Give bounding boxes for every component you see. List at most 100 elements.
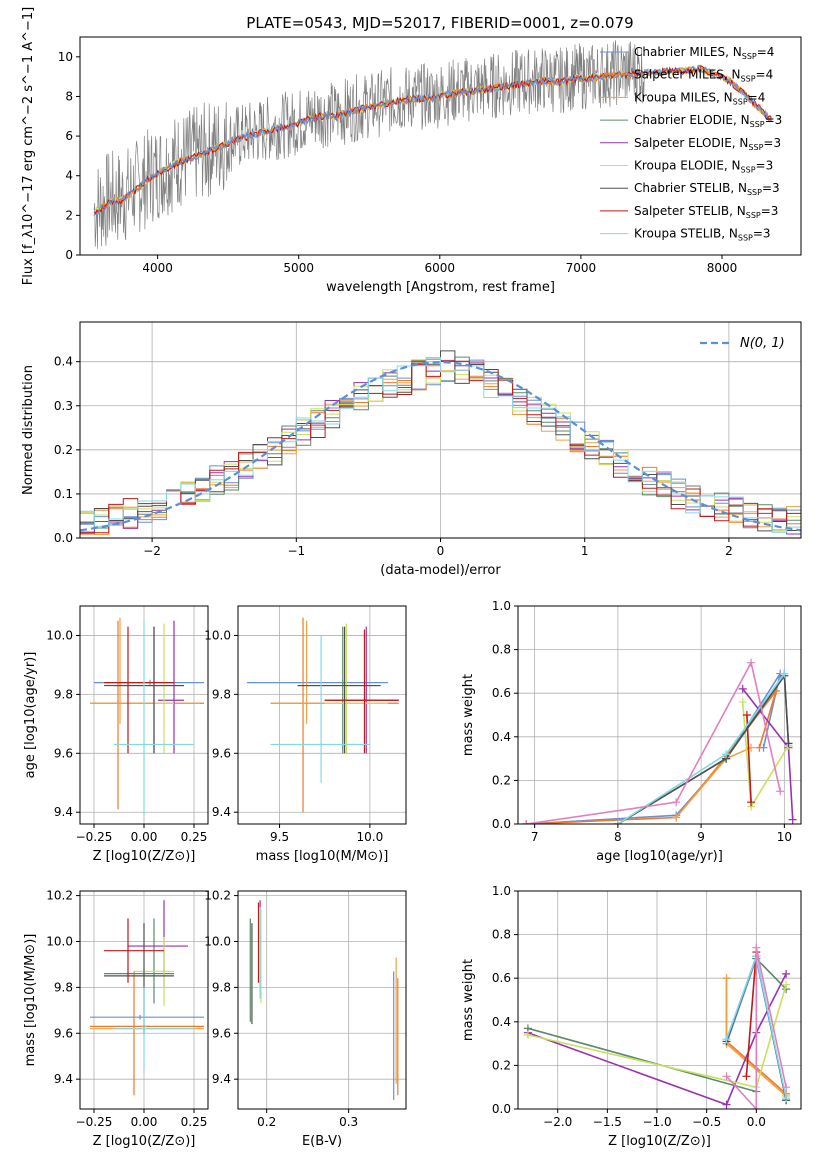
chart-residuals: −2 −1 0 1 2 0.0 0.1 0.2 0.3 0.4 (data-model)/error… [21, 321, 802, 578]
y-tick-label: 9.8 [54, 980, 73, 994]
y-axis-label: mass weight [461, 959, 476, 1041]
y-axis-label: Normed distribution [21, 365, 36, 495]
axes-frame [79, 321, 802, 539]
mass-weight-series-line [527, 973, 787, 1106]
legend-suffix: =3 [756, 159, 774, 173]
y-tick-label: 9.6 [54, 1026, 73, 1040]
legend-suffix: =4 [757, 45, 775, 59]
x-tick-label: −1.0 [642, 1115, 671, 1129]
y-axis-label: Flux [f_λ10^−17 erg cm^−2 s^−1 A^−1] [21, 7, 36, 285]
x-tick-label: 0 [437, 544, 445, 558]
y-tick-label: 0.2 [54, 443, 73, 457]
y-tick-label: 9.8 [212, 687, 231, 701]
legend-subscript: SSP [742, 52, 757, 61]
legend-suffix: =4 [748, 90, 766, 104]
y-tick-label: 9.4 [54, 1072, 73, 1086]
y-tick-label: 0.0 [54, 531, 73, 545]
mass-weight-point-marker [788, 815, 797, 824]
legend-suffix: =3 [763, 136, 781, 150]
y-tick-label: 10.2 [204, 889, 231, 903]
x-tick-label: −0.5 [692, 1115, 721, 1129]
y-tick-label: 9.6 [212, 1026, 231, 1040]
chart-spectrum: 4000 5000 6000 7000 8000 0 2 4 6 8 10 wavelength [A… [21, 7, 802, 295]
y-tick-label: 9.6 [54, 746, 73, 760]
mass-weight-point-marker [782, 980, 791, 989]
legend-label: Salpeter STELIB, NSSP=3 [634, 204, 778, 220]
x-axis-label: Z [log10(Z/Z⊙)] [608, 1134, 711, 1149]
x-axis-label: Z [log10(Z/Z⊙)] [93, 1134, 196, 1149]
y-tick-label: 9.8 [54, 687, 73, 701]
y-axis-label: mass [log10(M/M⊙)] [23, 934, 38, 1067]
x-tick-label: 0.00 [131, 830, 158, 844]
axes-frame [79, 890, 209, 1110]
mass-weight-point-marker [784, 739, 793, 748]
normal-curve [80, 360, 801, 532]
y-tick-label: 8 [65, 89, 73, 103]
y-tick-label: 0.8 [492, 928, 511, 942]
x-axis-label: mass [log10(M/M⊙)] [256, 849, 389, 864]
mass-weight-point-marker [522, 820, 531, 824]
x-tick-label: 0.2 [257, 1115, 276, 1129]
x-tick-label: 1 [581, 544, 589, 558]
x-tick-label: 0.3 [339, 1115, 358, 1129]
y-tick-label: 6 [65, 129, 73, 143]
x-tick-label: 8 [614, 830, 622, 844]
y-tick-label: 9.6 [212, 746, 231, 760]
y-tick-label: 0.4 [492, 1015, 511, 1029]
x-tick-label: 5000 [283, 261, 314, 275]
figure-title: PLATE=0543, MJD=52017, FIBERID=0001, z=0… [246, 14, 633, 32]
mass-weight-point-marker [782, 1083, 791, 1092]
y-tick-label: 10 [58, 50, 73, 64]
mass-weight-series-line [725, 947, 787, 1109]
x-tick-label: −1 [287, 544, 305, 558]
legend-subscript: SSP [748, 143, 763, 152]
axes-frame [79, 605, 209, 825]
y-tick-label: 10.0 [46, 628, 73, 642]
chart-massweight_vs_age: 7 8 9 10 0.0 0.2 0.4 0.6 0.8 1.0 age [log10(age/yr… [461, 599, 802, 864]
mass-weight-point-marker [722, 974, 731, 983]
mass-weight-point-marker [523, 1030, 532, 1039]
chart-mass_vs_Z: −0.25 0.00 0.25 9.4 9.6 9.8 10.0 10.2 Z [log10(Z… [23, 889, 209, 1149]
mass-weight-point-marker [742, 711, 751, 719]
x-tick-label: 6000 [425, 261, 456, 275]
mass-weight-point-marker [722, 1072, 731, 1081]
x-axis-label: (data-model)/error [380, 563, 501, 578]
y-tick-label: 0 [65, 248, 73, 262]
y-tick-label: 10.2 [46, 889, 73, 903]
age_vs_mass-plot-area [247, 617, 399, 813]
x-tick-label: 2 [725, 544, 733, 558]
mass-weight-series-line [746, 714, 752, 803]
massweight_vs_Z-plot-area [523, 943, 791, 1109]
y-tick-label: 0.4 [54, 355, 73, 369]
massweight_vs_age-plot-area [522, 658, 797, 824]
y-tick-label: 9.4 [54, 805, 73, 819]
mass-weight-point-marker [672, 798, 681, 807]
mass-weight-point-marker [752, 1105, 761, 1109]
y-tick-label: 4 [65, 169, 73, 183]
legend-label: Salpeter ELODIE, NSSP=3 [634, 136, 781, 152]
x-tick-label: 10.0 [357, 830, 384, 844]
x-axis-label: wavelength [Angstrom, rest frame] [326, 280, 555, 295]
x-tick-label: 0.00 [131, 1115, 158, 1129]
mass-weight-point-marker [738, 697, 747, 706]
y-tick-label: 0.6 [492, 686, 511, 700]
mass-weight-series-line [526, 660, 781, 824]
y-axis-label: age [log10(age/yr)] [23, 652, 38, 779]
legend-suffix: =4 [756, 68, 774, 82]
x-tick-label: 0.0 [747, 1115, 766, 1129]
legend-label: Salpeter MILES, NSSP=4 [634, 68, 773, 84]
mass-weight-series-line [745, 951, 758, 1077]
y-tick-label: 9.4 [212, 805, 231, 819]
y-tick-label: 0.6 [492, 971, 511, 985]
x-tick-label: 9 [697, 830, 705, 844]
mass-weight-point-marker [755, 743, 764, 752]
mass-weight-point-marker [747, 798, 756, 807]
mass-weight-point-marker [722, 1035, 731, 1044]
chart-age_vs_Z: −0.25 0.00 0.25 9.4 9.6 9.8 10.0 Z [log10(Z/Z⊙)… [23, 605, 209, 864]
chart-massweight_vs_Z: −2.0 −1.5 −1.0 −0.5 0.0 0.0 0.2 0.4 0.6 0.8 1.0 Z [… [461, 884, 802, 1149]
y-tick-label: 1.0 [492, 599, 511, 613]
legend-subscript: SSP [733, 97, 748, 106]
